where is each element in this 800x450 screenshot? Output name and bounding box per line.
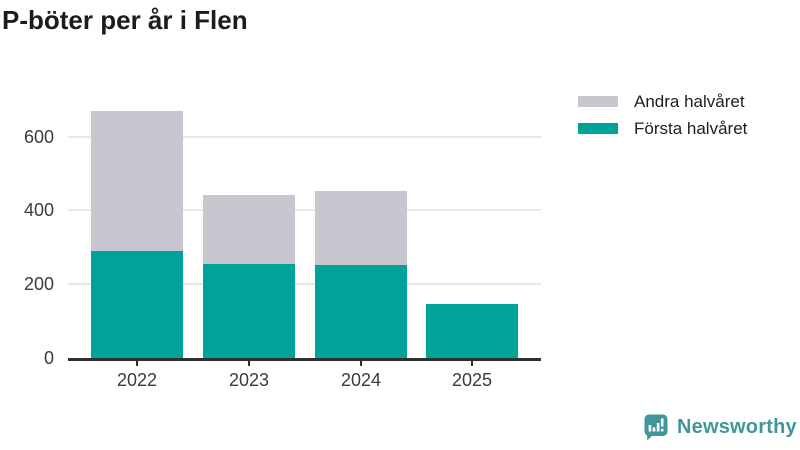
newsworthy-logo[interactable]: Newsworthy [644, 414, 797, 441]
bar-2024-andra-halv-ret [315, 191, 407, 265]
bar-2023-f-rsta-halv-ret [203, 263, 295, 358]
x-axis-line [68, 358, 541, 361]
bar-2025-f-rsta-halv-ret [426, 304, 518, 358]
x-tick-2024 [360, 360, 362, 366]
legend-label-andra-halvaret: Andra halvåret [634, 91, 745, 111]
y-tick-label-0: 0 [43, 348, 54, 368]
x-tick-2023 [248, 360, 250, 366]
x-tick-2025 [471, 360, 473, 366]
x-tick-label-2022: 2022 [116, 370, 158, 390]
gridline-200 [68, 283, 541, 286]
x-tick-label-2025: 2025 [451, 370, 493, 390]
legend-item-andra-halvaret: Andra halvåret [578, 88, 747, 115]
legend-swatch-forsta-halvaret [578, 123, 618, 134]
gridline-400 [68, 209, 541, 212]
legend-swatch-andra-halvaret [578, 96, 618, 107]
y-tick-label-400: 400 [23, 200, 54, 221]
x-tick-label-2023: 2023 [228, 370, 270, 390]
x-tick-2022 [136, 360, 138, 366]
chart-title: P-böter per år i Flen [2, 5, 248, 35]
bar-2023-andra-halv-ret [203, 194, 295, 264]
legend: Andra halvåret Första halvåret [578, 88, 747, 142]
bar-2022-f-rsta-halv-ret [91, 250, 183, 358]
legend-label-forsta-halvaret: Första halvåret [634, 118, 748, 138]
bar-2022-andra-halv-ret [91, 110, 183, 251]
newsworthy-wordmark: Newsworthy [677, 416, 797, 438]
legend-item-forsta-halvaret: Första halvåret [578, 115, 747, 142]
gridline-600 [68, 135, 541, 138]
y-tick-label-600: 600 [23, 126, 54, 147]
y-tick-label-200: 200 [23, 274, 54, 295]
x-tick-label-2024: 2024 [340, 370, 382, 390]
newsworthy-bar-chart-speech-bubble-icon [644, 414, 668, 441]
bar-2024-f-rsta-halv-ret [315, 265, 407, 358]
